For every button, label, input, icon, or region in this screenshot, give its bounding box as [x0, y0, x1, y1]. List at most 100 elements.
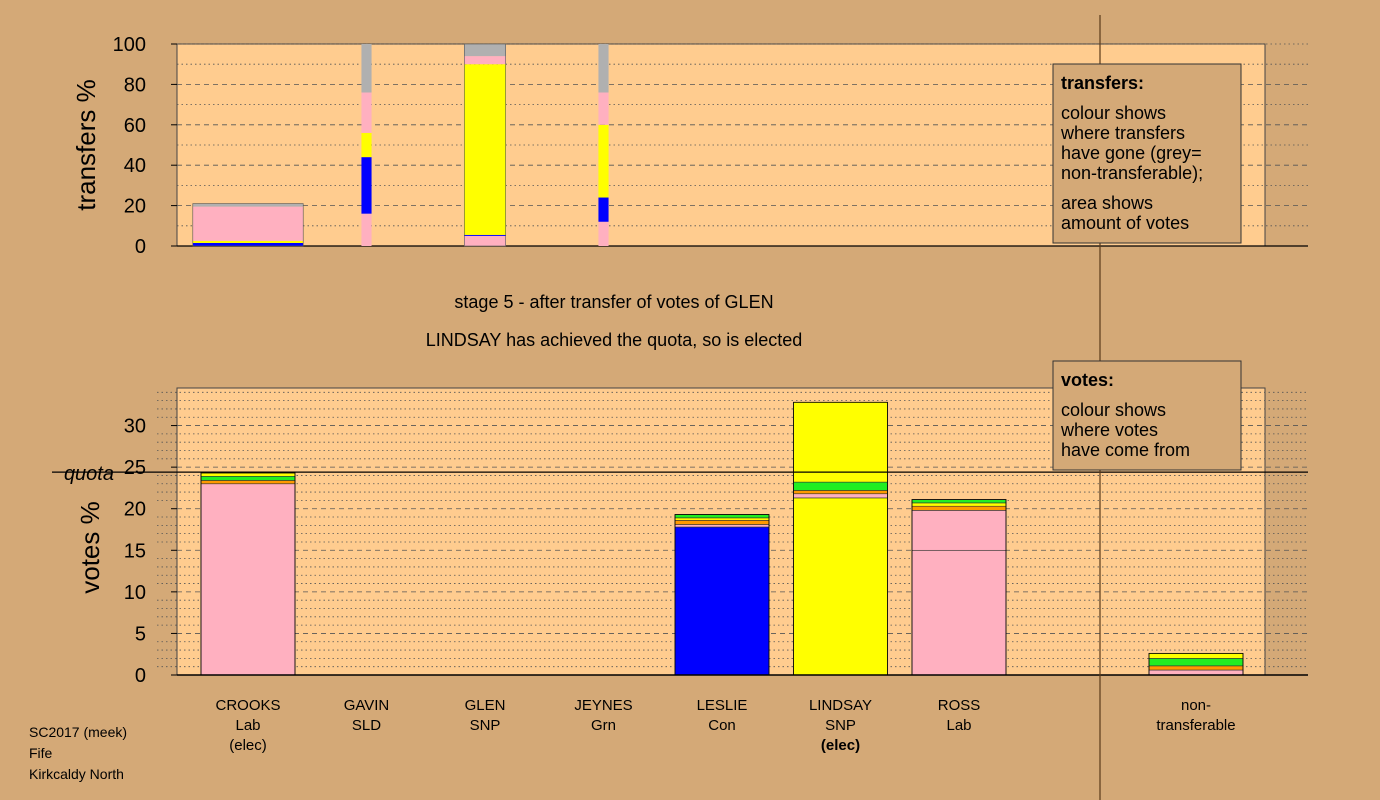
votes-segment-snp	[911, 502, 1007, 507]
votes-segment-grn	[911, 499, 1007, 504]
candidate-label-crooks: CROOKS Lab (elec)	[215, 697, 280, 754]
candidate-name: ROSS	[938, 697, 981, 714]
votes-segment-sld	[793, 490, 888, 495]
votes-bar-crooks	[200, 472, 296, 676]
transfers-y-axis-label: transfers %	[71, 79, 101, 211]
transfers-segment-nontransferable	[192, 203, 304, 207]
votes-y-tick-label: 10	[124, 582, 146, 604]
transfers-y-tick-label: 0	[135, 236, 146, 258]
votes-legend-line: have come from	[1061, 440, 1190, 460]
votes-y-axis: quota 0 5 10 15 20 25 30 votes %	[52, 15, 1308, 800]
transfers-bars	[192, 43, 609, 247]
footer-council: Fife	[29, 745, 53, 761]
votes-y-tick-label: 5	[135, 623, 146, 645]
candidate-party: SNP	[825, 717, 856, 734]
votes-legend-title: votes:	[1061, 370, 1114, 390]
transfers-bar-glen	[463, 43, 506, 247]
transfers-segment-lab	[464, 235, 506, 246]
candidate-labels: CROOKS Lab (elec) GAVIN SLD GLEN SNP JEYNES Grn L…	[215, 697, 1235, 754]
transfers-legend-line: where transfers	[1060, 123, 1185, 143]
votes-segment-lab	[911, 549, 1007, 676]
transfers-bar-gavin	[361, 44, 372, 246]
transfers-bar-crooks	[192, 203, 304, 247]
votes-bars	[200, 401, 1244, 676]
transfers-segment-con	[598, 197, 609, 222]
votes-y-tick-label: 30	[124, 416, 146, 438]
transfers-legend-line: have gone (grey=	[1061, 143, 1202, 163]
candidate-label-lindsay: LINDSAY SNP (elec)	[809, 697, 872, 754]
transfers-segment-lab	[598, 92, 609, 125]
transfers-segment-nontransferable	[598, 44, 609, 93]
votes-segment-snp	[793, 401, 888, 483]
transfers-segment-snp	[192, 240, 304, 243]
transfers-segment-snp	[598, 124, 609, 198]
candidate-status: (elec)	[821, 737, 860, 754]
transfers-legend-line: colour shows	[1061, 103, 1166, 123]
candidate-party: Lab	[235, 717, 260, 734]
footer-ward: Kirkcaldy North	[29, 766, 124, 782]
votes-y-axis-label: votes %	[75, 501, 105, 594]
votes-bar-leslie	[674, 514, 770, 676]
votes-legend-line: where votes	[1060, 420, 1158, 440]
transfers-legend-line: amount of votes	[1061, 213, 1189, 233]
votes-y-tick-label: 20	[124, 499, 146, 521]
votes-y-tick-label: 0	[135, 665, 146, 687]
transfers-legend-title: transfers:	[1061, 73, 1144, 93]
transfers-y-tick-label: 80	[124, 74, 146, 96]
candidate-name: JEYNES	[574, 697, 632, 714]
votes-segment-con	[674, 526, 770, 676]
transfers-bar-outline	[463, 43, 506, 247]
candidate-label-leslie: LESLIE Con	[697, 697, 748, 734]
transfers-segment-con	[361, 157, 372, 214]
candidate-party: SLD	[352, 717, 381, 734]
votes-segment-sld	[674, 520, 770, 525]
candidate-name: CROOKS	[215, 697, 280, 714]
votes-segment-snp	[200, 472, 296, 477]
votes-segment-snp	[674, 517, 770, 521]
candidate-label-gavin: GAVIN SLD	[344, 697, 390, 734]
votes-segment-lab	[200, 483, 296, 676]
transfers-y-tick-label: 60	[124, 115, 146, 137]
votes-segment-sld	[911, 505, 1007, 511]
candidate-name: GLEN	[465, 697, 506, 714]
votes-y-tick-label: 25	[124, 457, 146, 479]
transfers-segment-nontransferable	[464, 44, 506, 57]
candidate-label-glen: GLEN SNP	[465, 697, 506, 734]
votes-segment-snp	[1148, 653, 1244, 659]
candidate-name: GAVIN	[344, 697, 390, 714]
footer-system: SC2017 (meek)	[29, 724, 128, 740]
votes-segment-lab	[911, 510, 1007, 551]
candidate-status: (elec)	[229, 737, 267, 754]
transfers-y-tick-label: 100	[113, 34, 146, 56]
votes-segment-grn	[1148, 658, 1244, 667]
transfers-segment-lab	[192, 206, 304, 241]
transfers-y-tick-label: 40	[124, 155, 146, 177]
transfers-segment-lab	[464, 56, 506, 65]
transfers-legend-box	[1052, 63, 1242, 244]
candidate-party: Lab	[946, 717, 971, 734]
stage-title: stage 5 - after transfer of votes of GLE…	[454, 292, 773, 312]
candidate-label-ross: ROSS Lab	[938, 697, 981, 734]
transfers-segment-con	[192, 242, 304, 246]
votes-bar-ross	[911, 499, 1007, 676]
footer-info: SC2017 (meek) Fife Kirkcaldy North	[29, 722, 127, 785]
quota-label: quota	[64, 463, 114, 485]
candidate-party: transferable	[1156, 717, 1235, 734]
votes-bar-lindsay	[793, 401, 888, 676]
stage-titles: stage 5 - after transfer of votes of GLE…	[426, 292, 803, 350]
stage-subtitle: LINDSAY has achieved the quota, so is el…	[426, 330, 803, 350]
transfers-segment-snp	[464, 64, 506, 235]
transfers-segment-nontransferable	[361, 44, 372, 93]
transfers-bar-outline	[192, 203, 304, 247]
transfers-segment-snp	[361, 132, 372, 158]
votes-segment-grn	[674, 514, 770, 519]
votes-bar-non	[1148, 652, 1244, 676]
transfers-y-axis: 0 20 40 60 80 100 transfers %	[71, 34, 177, 258]
candidate-label-non: non-transferable	[1156, 697, 1235, 734]
candidate-party: SNP	[470, 717, 501, 734]
transfers-bar-jeynes	[598, 44, 609, 246]
